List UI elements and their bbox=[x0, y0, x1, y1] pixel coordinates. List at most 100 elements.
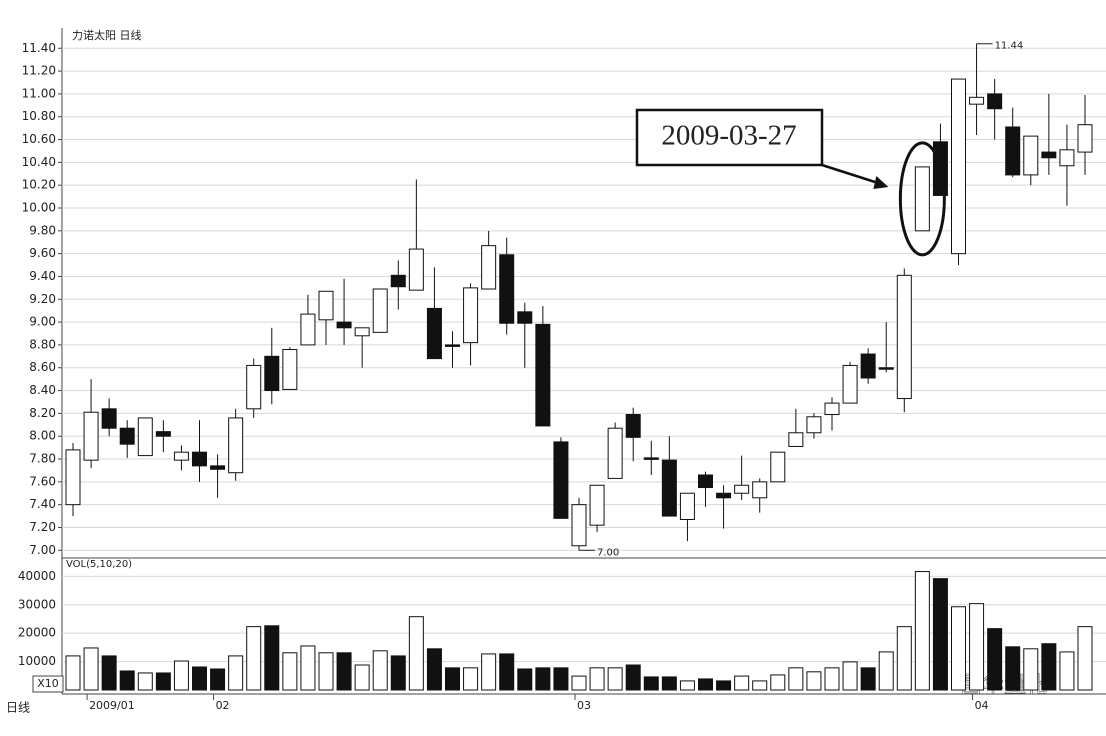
candle-body bbox=[571, 504, 587, 547]
candle-body bbox=[716, 492, 732, 499]
candle-body bbox=[969, 96, 985, 105]
y-tick-label: 9.40 bbox=[29, 269, 56, 283]
volume-bar bbox=[210, 668, 226, 691]
volume-bar bbox=[426, 648, 442, 691]
volume-bar bbox=[354, 664, 370, 691]
callout-arrow bbox=[821, 163, 885, 187]
volume-title: VOL(5,10,20) bbox=[66, 559, 132, 570]
volume-bar bbox=[734, 675, 750, 691]
candle-body bbox=[354, 327, 370, 337]
candle-body bbox=[824, 402, 840, 416]
volume-bar bbox=[137, 672, 153, 691]
volume-bar bbox=[65, 655, 81, 691]
y-tick-label: 40000 bbox=[18, 569, 56, 583]
volume-bar bbox=[553, 667, 569, 691]
candle-body bbox=[228, 417, 244, 474]
volume-bar bbox=[408, 616, 424, 691]
y-tick-label: 9.00 bbox=[29, 315, 56, 329]
x-tick-label: 02 bbox=[216, 699, 230, 712]
volume-bar bbox=[951, 606, 966, 691]
candle-body bbox=[282, 348, 298, 390]
volume-bar bbox=[192, 666, 207, 691]
candle-body bbox=[119, 427, 135, 445]
y-tick-label: 30000 bbox=[18, 597, 56, 611]
candle-body bbox=[860, 353, 876, 379]
period-label: 日线 bbox=[6, 701, 30, 715]
volume-bar bbox=[83, 647, 99, 691]
volume-bar bbox=[589, 667, 605, 691]
y-tick-label: 9.60 bbox=[29, 246, 56, 260]
y-tick-label: 7.00 bbox=[29, 543, 56, 557]
volume-bar bbox=[661, 676, 677, 691]
x-tick-label: 03 bbox=[577, 699, 591, 712]
candle-body bbox=[499, 254, 515, 324]
min-label: 7.00 bbox=[597, 547, 619, 558]
y-tick-label: 7.40 bbox=[29, 497, 56, 511]
candle-body bbox=[210, 465, 226, 470]
candle-body bbox=[408, 248, 424, 291]
y-tick-label: 7.20 bbox=[29, 520, 56, 534]
y-tick-label: 10.80 bbox=[22, 109, 56, 123]
volume-bar bbox=[625, 664, 641, 691]
volume-bar bbox=[932, 578, 948, 691]
volume-bar bbox=[896, 626, 912, 691]
volume-bar bbox=[842, 661, 858, 691]
volume-bar bbox=[1059, 651, 1075, 691]
volume-bar bbox=[336, 652, 352, 691]
candle-body bbox=[752, 481, 768, 499]
volume-bar bbox=[643, 676, 659, 691]
candle-body bbox=[698, 474, 713, 489]
candle-body bbox=[192, 451, 207, 467]
callout-ring bbox=[898, 141, 946, 257]
callout-box bbox=[635, 108, 824, 167]
volume-bar bbox=[806, 671, 822, 691]
y-tick-label: 8.60 bbox=[29, 360, 56, 374]
volume-bar bbox=[463, 667, 479, 691]
y-tick-label: 8.80 bbox=[29, 337, 56, 351]
volume-bar bbox=[1077, 626, 1093, 691]
volume-bar bbox=[1023, 648, 1039, 691]
x-tick-label: 04 bbox=[975, 699, 989, 712]
volume-bar bbox=[390, 655, 406, 691]
y-tick-label: 10000 bbox=[18, 654, 56, 668]
candle-body bbox=[896, 274, 912, 400]
candle-body bbox=[1023, 135, 1039, 176]
candle-body bbox=[426, 307, 442, 360]
candle-body bbox=[137, 417, 153, 457]
volume-bar bbox=[987, 628, 1003, 691]
candle-body bbox=[770, 451, 786, 483]
candle-body bbox=[173, 451, 189, 461]
volume-bar bbox=[318, 652, 334, 691]
volume-bar bbox=[481, 653, 497, 691]
candle-body bbox=[372, 288, 388, 333]
volume-bar bbox=[101, 655, 117, 691]
y-tick-label: 20000 bbox=[18, 626, 56, 640]
candle-body bbox=[679, 492, 695, 520]
volume-bar bbox=[246, 626, 262, 691]
callout-text: 2009-03-27 bbox=[661, 120, 796, 152]
candle-body bbox=[336, 321, 352, 329]
candle-body bbox=[806, 416, 822, 434]
volume-bar bbox=[264, 625, 280, 691]
candle-body bbox=[1041, 151, 1057, 159]
candle-body bbox=[607, 427, 623, 479]
candle-body bbox=[300, 313, 316, 346]
volume-bar bbox=[860, 667, 876, 691]
unit-box bbox=[32, 675, 64, 693]
y-tick-label: 7.80 bbox=[29, 452, 56, 466]
candle-body bbox=[987, 93, 1003, 110]
y-tick-label: 9.80 bbox=[29, 223, 56, 237]
volume-bar bbox=[1041, 643, 1057, 691]
callout-arrowhead bbox=[873, 176, 889, 189]
candle-body bbox=[878, 367, 894, 370]
candle-body bbox=[390, 274, 406, 288]
y-tick-label: 8.00 bbox=[29, 429, 56, 443]
candle-body bbox=[625, 414, 641, 438]
volume-bar bbox=[770, 674, 786, 691]
candle-body bbox=[65, 449, 81, 506]
volume-bar bbox=[969, 603, 985, 691]
volume-bar bbox=[173, 660, 189, 691]
candle-body bbox=[788, 432, 804, 447]
volume-bar bbox=[300, 645, 316, 691]
